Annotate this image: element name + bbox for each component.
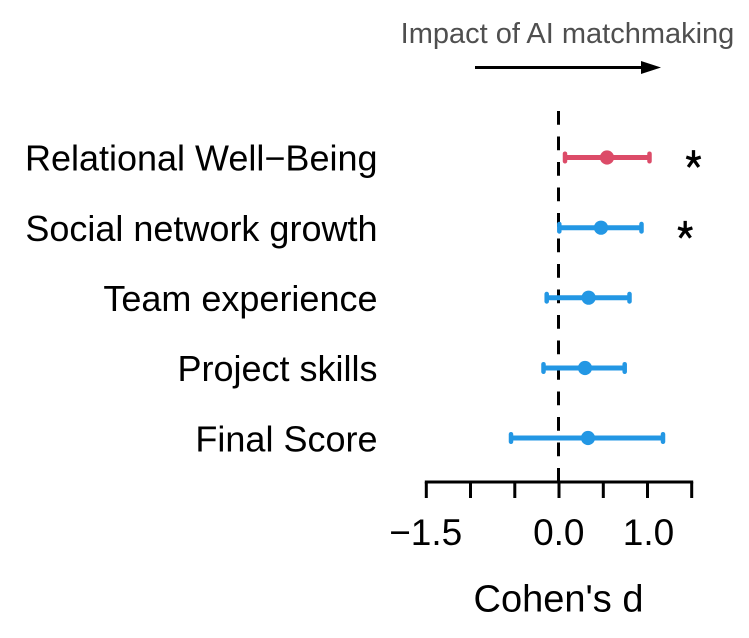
svg-text:Project skills: Project skills <box>177 348 377 389</box>
svg-text:Cohen's d: Cohen's d <box>474 579 644 621</box>
svg-text:Team experience: Team experience <box>103 278 377 319</box>
svg-text:0.0: 0.0 <box>533 512 584 553</box>
svg-text:Final Score: Final Score <box>195 419 377 460</box>
svg-text:Impact of AI matchmaking: Impact of AI matchmaking <box>401 18 735 50</box>
svg-text:Social network growth: Social network growth <box>25 208 377 249</box>
svg-text:−1.5: −1.5 <box>389 512 462 553</box>
svg-text:Relational Well−Being: Relational Well−Being <box>25 138 378 179</box>
svg-text:1.0: 1.0 <box>623 512 674 553</box>
